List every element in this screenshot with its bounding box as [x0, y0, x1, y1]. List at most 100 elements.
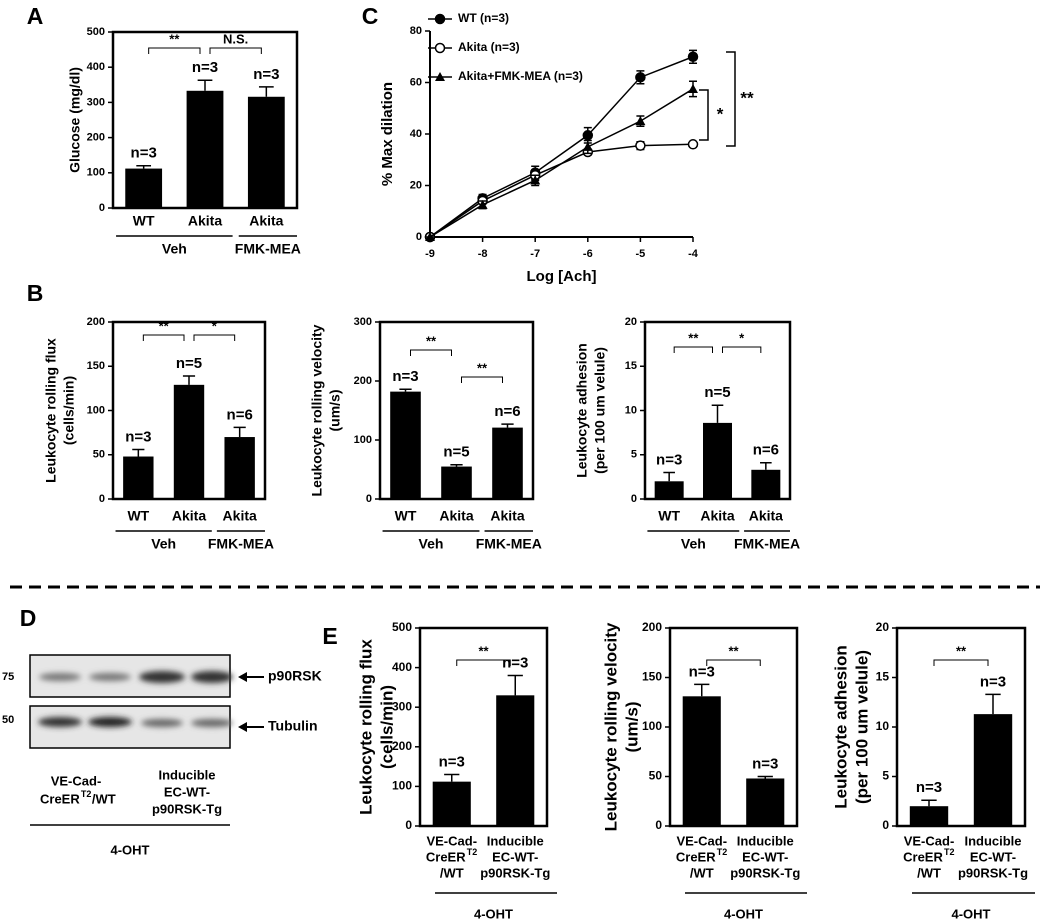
marker	[530, 175, 541, 185]
significance-bracket	[410, 349, 452, 356]
y-tick-label: 0	[99, 493, 105, 505]
y-tick-label: 10	[625, 404, 637, 416]
y-tick-label: 0	[405, 818, 412, 832]
n-label: n=6	[227, 406, 253, 423]
x-tick-label: -4	[688, 248, 699, 260]
group-label: VE-Cad-	[51, 773, 102, 788]
series-line	[429, 88, 694, 238]
x-tick-label: Akita	[249, 213, 283, 229]
bar	[496, 695, 535, 826]
band-label: Tubulin	[268, 718, 318, 734]
plot-frame	[895, 626, 1027, 828]
band	[88, 717, 132, 727]
x-tick-label: WT	[127, 508, 149, 524]
y-axis-label: Leukocyte adhesion	[574, 343, 590, 478]
significance-label: *	[212, 318, 218, 333]
group-label: Inducible	[158, 767, 215, 782]
x-tick-label: Akita	[188, 213, 222, 229]
arrowhead	[238, 722, 247, 732]
y-tick-label: 0	[882, 818, 889, 832]
error-bar	[136, 165, 152, 169]
y-tick-label: 0	[99, 202, 105, 214]
x-tick-label: /WT	[440, 865, 464, 880]
error-bar	[450, 464, 463, 467]
y-tick-label: 500	[392, 620, 412, 634]
x-tick-label: -7	[530, 248, 540, 260]
significance-label: **	[478, 643, 489, 658]
y-tick-label: 200	[642, 620, 662, 634]
y-axis-label: Leukocyte rolling flux	[43, 338, 59, 483]
marker	[425, 232, 435, 241]
x-tick-label: Inducible	[737, 833, 794, 848]
y-axis-label: Leukocyte rolling flux	[356, 639, 375, 815]
y-tick-label: 300	[87, 96, 105, 108]
n-label: n=3	[689, 663, 715, 680]
bands	[38, 671, 233, 727]
bar	[224, 437, 255, 499]
arrowhead	[238, 672, 247, 682]
significance-label: **	[477, 360, 488, 375]
y-tick-label: 200	[87, 132, 105, 144]
legend-marker	[435, 72, 445, 81]
superscript: T2	[81, 789, 92, 799]
bar	[973, 714, 1013, 826]
group-label: FMK-MEA	[235, 241, 301, 257]
bar	[682, 696, 721, 826]
significance-label: *	[717, 104, 724, 123]
y-tick-label: 50	[93, 449, 105, 461]
error-bar	[711, 404, 724, 423]
plot-frame	[418, 626, 549, 828]
significance-label: **	[688, 330, 699, 345]
panel-letter: C	[362, 3, 379, 29]
y-tick-label: 500	[87, 26, 105, 38]
x-tick-label: Inducible	[964, 833, 1021, 848]
x-tick-label: WT	[395, 508, 417, 524]
error-bar	[258, 86, 274, 97]
y-tick-label: 15	[625, 360, 637, 372]
n-label: n=3	[192, 59, 218, 76]
significance-label: **	[426, 333, 437, 348]
x-tick-label: -6	[583, 248, 593, 260]
group-label: Veh	[151, 536, 176, 552]
panel-letter: D	[20, 605, 37, 631]
x-tick-label: WT	[133, 213, 155, 229]
n-label: n=5	[176, 355, 202, 372]
bar	[432, 781, 471, 826]
band-label: p90RSK	[268, 668, 322, 684]
bar	[247, 96, 285, 208]
x-tick-label: -8	[478, 248, 488, 260]
y-tick-label: 0	[631, 493, 637, 505]
y-tick-label: 0	[366, 493, 372, 505]
error-bar	[921, 799, 937, 807]
error-bar	[985, 693, 1001, 715]
bar	[173, 384, 205, 499]
bar	[390, 391, 421, 499]
significance-label: N.S.	[223, 31, 248, 46]
group-label: 4-OHT	[724, 906, 763, 921]
bar	[654, 481, 684, 499]
y-tick-label: 20	[876, 620, 890, 634]
error-bar	[444, 773, 460, 782]
y-tick-label: 100	[392, 779, 412, 793]
error-bar	[501, 423, 514, 428]
n-label: n=3	[916, 779, 942, 796]
y-tick-label: 60	[410, 76, 422, 88]
error-bar	[197, 79, 213, 91]
significance-bracket	[933, 659, 989, 666]
group-label: 4-OHT	[952, 906, 991, 921]
marker	[635, 116, 646, 126]
significance-bracket	[456, 659, 511, 666]
x-axis-label: Log [Ach]	[527, 268, 597, 285]
n-label: n=3	[253, 66, 279, 83]
n-label: n=3	[502, 654, 528, 671]
y-tick-label: 100	[354, 434, 372, 446]
panel-letter: B	[27, 280, 44, 306]
n-label: n=3	[131, 145, 157, 162]
marker	[635, 72, 646, 83]
x-tick-label: EC-WT-	[742, 849, 788, 864]
x-tick-label: p90RSK-Tg	[730, 865, 800, 880]
x-tick-label: /WT	[690, 865, 714, 880]
bar	[746, 778, 785, 826]
marker	[688, 83, 698, 93]
y-axis-label: (per 100 um velule)	[592, 347, 608, 474]
